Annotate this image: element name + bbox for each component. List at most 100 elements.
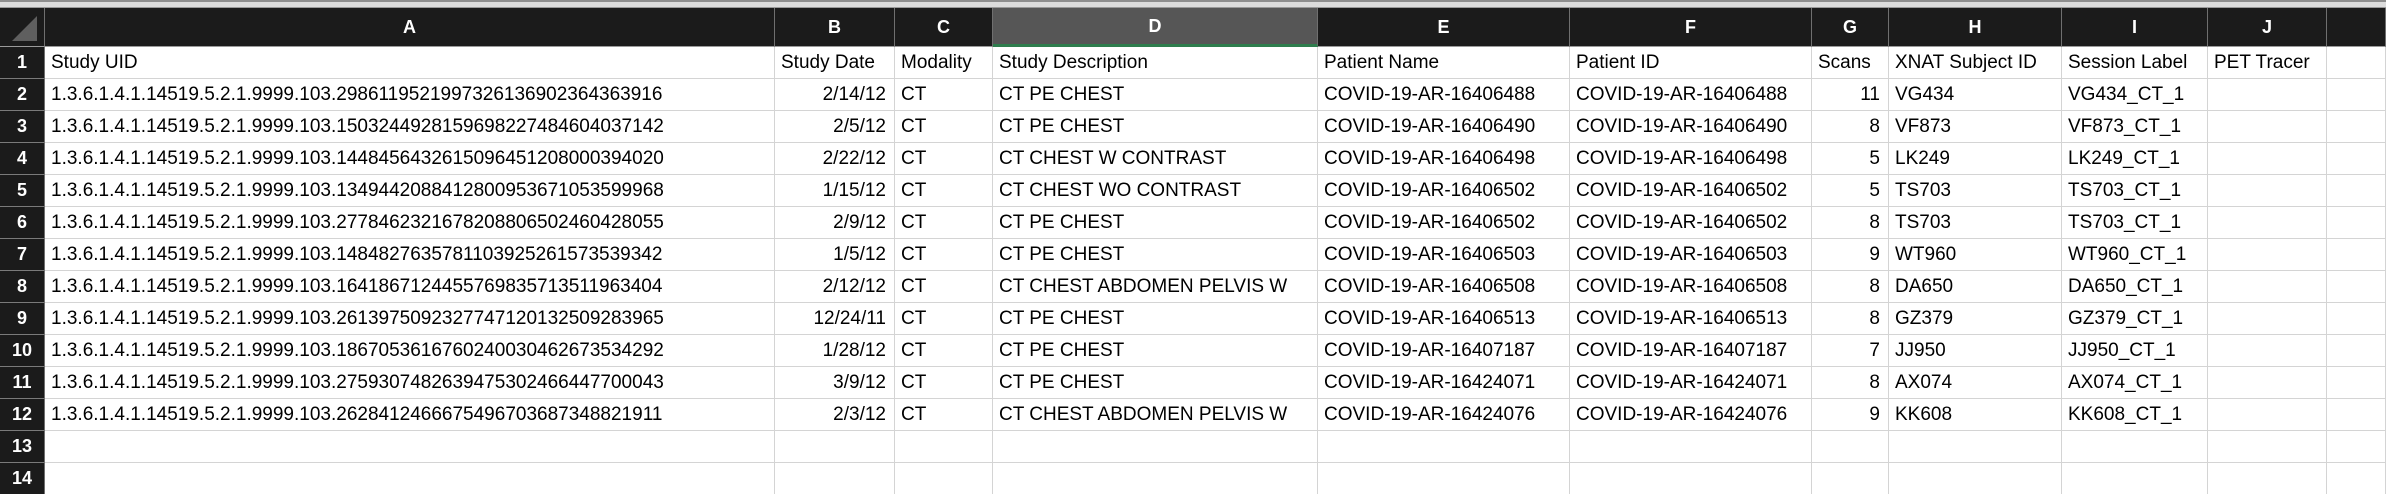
- cell-D3[interactable]: CT PE CHEST: [993, 111, 1318, 143]
- cell-H10[interactable]: JJ950: [1889, 335, 2062, 367]
- cell-B8[interactable]: 2/12/12: [775, 271, 895, 303]
- cell-F2[interactable]: COVID-19-AR-16406488: [1570, 79, 1812, 111]
- cell-F3[interactable]: COVID-19-AR-16406490: [1570, 111, 1812, 143]
- cell-B13[interactable]: [775, 431, 895, 463]
- cell-A10[interactable]: 1.3.6.1.4.1.14519.5.2.1.9999.103.1867053…: [45, 335, 775, 367]
- cell-K7[interactable]: [2327, 239, 2386, 271]
- cell-B4[interactable]: 2/22/12: [775, 143, 895, 175]
- cell-A6[interactable]: 1.3.6.1.4.1.14519.5.2.1.9999.103.2778462…: [45, 207, 775, 239]
- cell-F1[interactable]: Patient ID: [1570, 47, 1812, 79]
- cell-H5[interactable]: TS703: [1889, 175, 2062, 207]
- cell-C4[interactable]: CT: [895, 143, 993, 175]
- cell-B11[interactable]: 3/9/12: [775, 367, 895, 399]
- row-header-11[interactable]: 11: [0, 367, 45, 399]
- select-all-button[interactable]: [0, 8, 45, 47]
- cell-H12[interactable]: KK608: [1889, 399, 2062, 431]
- cell-F4[interactable]: COVID-19-AR-16406498: [1570, 143, 1812, 175]
- cell-D11[interactable]: CT PE CHEST: [993, 367, 1318, 399]
- cell-E12[interactable]: COVID-19-AR-16424076: [1318, 399, 1570, 431]
- cell-F14[interactable]: [1570, 463, 1812, 494]
- cell-C1[interactable]: Modality: [895, 47, 993, 79]
- column-header-B[interactable]: B: [775, 8, 895, 47]
- cell-K10[interactable]: [2327, 335, 2386, 367]
- row-header-7[interactable]: 7: [0, 239, 45, 271]
- cell-I3[interactable]: VF873_CT_1: [2062, 111, 2208, 143]
- cell-E13[interactable]: [1318, 431, 1570, 463]
- column-header-F[interactable]: F: [1570, 8, 1812, 47]
- row-header-8[interactable]: 8: [0, 271, 45, 303]
- cell-A4[interactable]: 1.3.6.1.4.1.14519.5.2.1.9999.103.1448456…: [45, 143, 775, 175]
- cell-H8[interactable]: DA650: [1889, 271, 2062, 303]
- cell-H9[interactable]: GZ379: [1889, 303, 2062, 335]
- cell-F10[interactable]: COVID-19-AR-16407187: [1570, 335, 1812, 367]
- cell-G5[interactable]: 5: [1812, 175, 1889, 207]
- cell-I5[interactable]: TS703_CT_1: [2062, 175, 2208, 207]
- cell-K9[interactable]: [2327, 303, 2386, 335]
- row-header-13[interactable]: 13: [0, 431, 45, 463]
- cell-E5[interactable]: COVID-19-AR-16406502: [1318, 175, 1570, 207]
- column-header-D[interactable]: D: [993, 8, 1318, 47]
- cell-D10[interactable]: CT PE CHEST: [993, 335, 1318, 367]
- cell-I8[interactable]: DA650_CT_1: [2062, 271, 2208, 303]
- cell-K14[interactable]: [2327, 463, 2386, 494]
- cell-J13[interactable]: [2208, 431, 2327, 463]
- cell-J2[interactable]: [2208, 79, 2327, 111]
- row-header-6[interactable]: 6: [0, 207, 45, 239]
- cell-J8[interactable]: [2208, 271, 2327, 303]
- cell-A14[interactable]: [45, 463, 775, 494]
- cell-J5[interactable]: [2208, 175, 2327, 207]
- cell-K12[interactable]: [2327, 399, 2386, 431]
- cell-C6[interactable]: CT: [895, 207, 993, 239]
- cell-F11[interactable]: COVID-19-AR-16424071: [1570, 367, 1812, 399]
- cell-D14[interactable]: [993, 463, 1318, 494]
- cell-D2[interactable]: CT PE CHEST: [993, 79, 1318, 111]
- cell-E2[interactable]: COVID-19-AR-16406488: [1318, 79, 1570, 111]
- cell-I2[interactable]: VG434_CT_1: [2062, 79, 2208, 111]
- cell-H7[interactable]: WT960: [1889, 239, 2062, 271]
- cell-I11[interactable]: AX074_CT_1: [2062, 367, 2208, 399]
- cell-I13[interactable]: [2062, 431, 2208, 463]
- cell-B6[interactable]: 2/9/12: [775, 207, 895, 239]
- cell-K4[interactable]: [2327, 143, 2386, 175]
- cell-A8[interactable]: 1.3.6.1.4.1.14519.5.2.1.9999.103.1641867…: [45, 271, 775, 303]
- cell-F8[interactable]: COVID-19-AR-16406508: [1570, 271, 1812, 303]
- cell-J10[interactable]: [2208, 335, 2327, 367]
- cell-G1[interactable]: Scans: [1812, 47, 1889, 79]
- cell-K3[interactable]: [2327, 111, 2386, 143]
- cell-J14[interactable]: [2208, 463, 2327, 494]
- cell-E4[interactable]: COVID-19-AR-16406498: [1318, 143, 1570, 175]
- cell-H6[interactable]: TS703: [1889, 207, 2062, 239]
- cell-A12[interactable]: 1.3.6.1.4.1.14519.5.2.1.9999.103.2628412…: [45, 399, 775, 431]
- cell-B5[interactable]: 1/15/12: [775, 175, 895, 207]
- column-header-A[interactable]: A: [45, 8, 775, 47]
- cell-C14[interactable]: [895, 463, 993, 494]
- cell-J6[interactable]: [2208, 207, 2327, 239]
- cell-B12[interactable]: 2/3/12: [775, 399, 895, 431]
- cell-B2[interactable]: 2/14/12: [775, 79, 895, 111]
- cell-B1[interactable]: Study Date: [775, 47, 895, 79]
- row-header-5[interactable]: 5: [0, 175, 45, 207]
- cell-E8[interactable]: COVID-19-AR-16406508: [1318, 271, 1570, 303]
- cell-G3[interactable]: 8: [1812, 111, 1889, 143]
- cell-K5[interactable]: [2327, 175, 2386, 207]
- cell-C13[interactable]: [895, 431, 993, 463]
- cell-C9[interactable]: CT: [895, 303, 993, 335]
- row-header-4[interactable]: 4: [0, 143, 45, 175]
- cell-G13[interactable]: [1812, 431, 1889, 463]
- column-header-E[interactable]: E: [1318, 8, 1570, 47]
- column-header-C[interactable]: C: [895, 8, 993, 47]
- cell-A2[interactable]: 1.3.6.1.4.1.14519.5.2.1.9999.103.2986119…: [45, 79, 775, 111]
- cell-J7[interactable]: [2208, 239, 2327, 271]
- cell-F13[interactable]: [1570, 431, 1812, 463]
- cell-H14[interactable]: [1889, 463, 2062, 494]
- cell-G6[interactable]: 8: [1812, 207, 1889, 239]
- cell-E14[interactable]: [1318, 463, 1570, 494]
- cell-I4[interactable]: LK249_CT_1: [2062, 143, 2208, 175]
- cell-E9[interactable]: COVID-19-AR-16406513: [1318, 303, 1570, 335]
- cell-G12[interactable]: 9: [1812, 399, 1889, 431]
- cell-G14[interactable]: [1812, 463, 1889, 494]
- cell-F9[interactable]: COVID-19-AR-16406513: [1570, 303, 1812, 335]
- cell-C8[interactable]: CT: [895, 271, 993, 303]
- cell-I12[interactable]: KK608_CT_1: [2062, 399, 2208, 431]
- column-header-H[interactable]: H: [1889, 8, 2062, 47]
